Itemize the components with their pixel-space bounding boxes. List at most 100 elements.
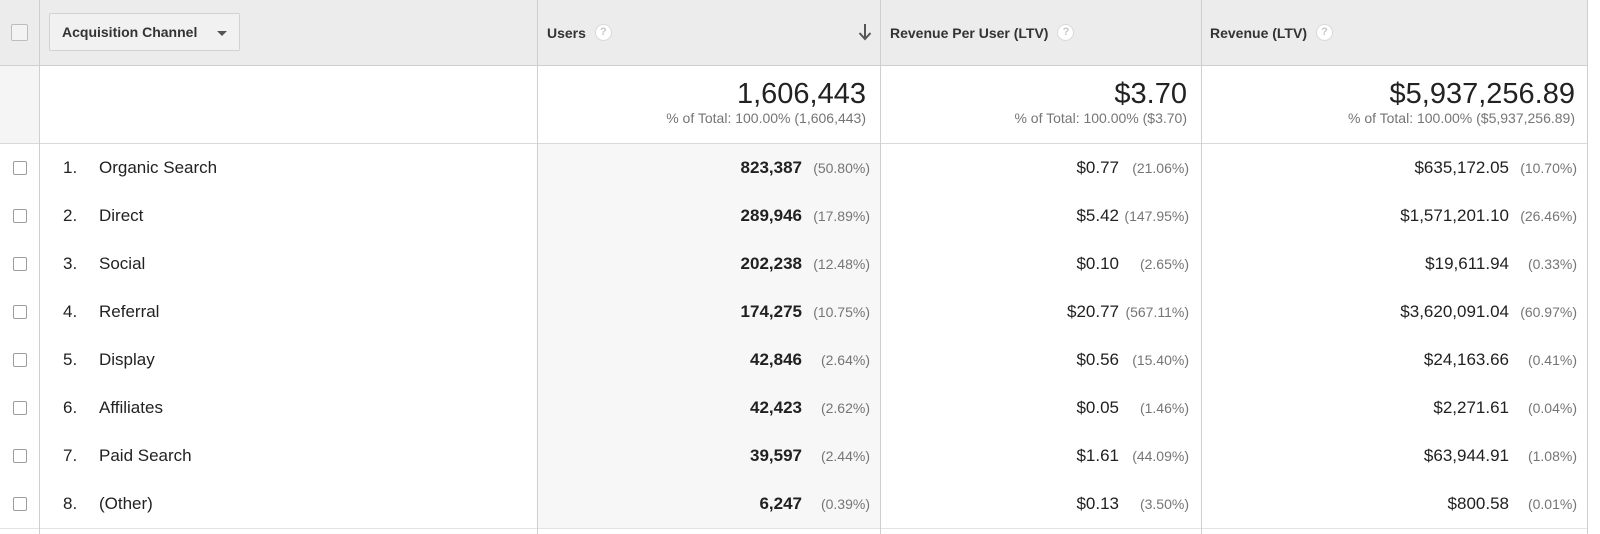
- row-revenue-cell: $1,571,201.10 (26.46%): [1202, 192, 1587, 240]
- table-row: 1. Organic Search 823,387 (50.80%) $0.77…: [0, 144, 1588, 193]
- row-revenue-percent: (60.97%): [1520, 304, 1577, 320]
- column-divider: [1587, 0, 1588, 534]
- sort-descending-icon[interactable]: [858, 23, 872, 41]
- totals-row: 1,606,443 % of Total: 100.00% (1,606,443…: [0, 66, 1588, 144]
- row-users-cell: 174,275 (10.75%): [538, 288, 880, 336]
- row-revenue-cell: $800.58 (0.01%): [1202, 480, 1587, 528]
- row-checkbox[interactable]: [12, 401, 27, 415]
- row-rpu-value: $0.77: [1076, 158, 1119, 177]
- row-users-value: 6,247: [759, 494, 802, 513]
- row-checkbox[interactable]: [12, 161, 27, 175]
- row-revenue-percent: (0.41%): [1527, 352, 1577, 368]
- row-revenue-value: $19,611.94: [1425, 254, 1509, 273]
- row-check-cell: [0, 288, 39, 336]
- row-users-value: 823,387: [740, 158, 802, 177]
- row-revenue-cell: $63,944.91 (1.08%): [1202, 432, 1587, 480]
- help-icon[interactable]: ?: [594, 24, 612, 41]
- row-dimension-cell: 5. Display: [0, 336, 537, 384]
- totals-rpu-subtext: % of Total: 100.00% ($3.70): [1014, 110, 1187, 126]
- row-dimension-cell: 6. Affiliates: [0, 384, 537, 432]
- row-check-cell: [0, 240, 39, 288]
- row-revenue-percent: (10.70%): [1520, 160, 1577, 176]
- row-index: 2.: [63, 206, 78, 225]
- row-revenue-percent: (0.01%): [1527, 496, 1577, 512]
- row-revenue-cell: $19,611.94 (0.33%): [1202, 240, 1587, 288]
- row-dimension-cell: 1. Organic Search: [0, 144, 537, 192]
- table-row: 5. Display 42,846 (2.64%) $0.56 (15.40%)…: [0, 336, 1588, 385]
- row-checkbox[interactable]: [12, 497, 27, 511]
- row-rpu-percent: (1.46%): [1139, 400, 1189, 416]
- row-channel-link[interactable]: Affiliates: [99, 398, 163, 417]
- row-users-cell: 42,846 (2.64%): [538, 336, 880, 384]
- dimension-dropdown[interactable]: Acquisition Channel: [49, 13, 240, 51]
- totals-users-cell: 1,606,443 % of Total: 100.00% (1,606,443…: [538, 66, 880, 143]
- row-rpu-cell: $0.10 (2.65%): [881, 240, 1201, 288]
- row-users-value: 42,423: [750, 398, 802, 417]
- table-row: 7. Paid Search 39,597 (2.44%) $1.61 (44.…: [0, 432, 1588, 481]
- select-all-checkbox[interactable]: [11, 24, 28, 41]
- row-revenue-percent: (0.04%): [1527, 400, 1577, 416]
- help-icon[interactable]: ?: [1315, 24, 1333, 41]
- column-header-label: Revenue Per User (LTV): [890, 24, 1049, 41]
- row-revenue-value: $635,172.05: [1414, 158, 1509, 177]
- row-users-cell: 202,238 (12.48%): [538, 240, 880, 288]
- table-row: 6. Affiliates 42,423 (2.62%) $0.05 (1.46…: [0, 384, 1588, 433]
- row-revenue-value: $2,271.61: [1433, 398, 1509, 417]
- row-revenue-value: $24,163.66: [1423, 350, 1509, 369]
- row-check-cell: [0, 192, 39, 240]
- column-header-revenue[interactable]: Revenue (LTV) ?: [1202, 0, 1587, 65]
- row-rpu-cell: $0.05 (1.46%): [881, 384, 1201, 432]
- row-index: 1.: [63, 158, 78, 177]
- dimension-dropdown-label: Acquisition Channel: [62, 24, 198, 40]
- row-checkbox[interactable]: [12, 353, 27, 367]
- row-channel-link[interactable]: Direct: [99, 206, 144, 225]
- column-header-users[interactable]: Users ?: [538, 0, 880, 65]
- row-channel-link[interactable]: (Other): [99, 494, 153, 513]
- table-header-row: Acquisition Channel Users ? Revenue Per …: [0, 0, 1588, 66]
- column-divider: [537, 0, 538, 534]
- column-divider: [39, 0, 40, 534]
- row-revenue-value: $3,620,091.04: [1400, 302, 1509, 321]
- row-users-percent: (2.64%): [820, 352, 870, 368]
- row-rpu-percent: (2.65%): [1139, 256, 1189, 272]
- row-channel-link[interactable]: Display: [99, 350, 155, 369]
- table-row: 2. Direct 289,946 (17.89%) $5.42 (147.95…: [0, 192, 1588, 241]
- chevron-down-icon: [217, 31, 227, 36]
- row-channel-link[interactable]: Social: [99, 254, 146, 273]
- row-rpu-percent: (21.06%): [1132, 160, 1189, 176]
- row-users-percent: (17.89%): [813, 208, 870, 224]
- row-rpu-value: $0.13: [1076, 494, 1119, 513]
- row-users-cell: 6,247 (0.39%): [538, 480, 880, 528]
- row-users-percent: (0.39%): [820, 496, 870, 512]
- row-checkbox[interactable]: [12, 209, 27, 223]
- row-users-cell: 42,423 (2.62%): [538, 384, 880, 432]
- row-channel-link[interactable]: Organic Search: [99, 158, 218, 177]
- row-revenue-cell: $3,620,091.04 (60.97%): [1202, 288, 1587, 336]
- row-users-percent: (10.75%): [813, 304, 870, 320]
- row-revenue-percent: (26.46%): [1520, 208, 1577, 224]
- row-users-value: 289,946: [740, 206, 802, 225]
- row-checkbox[interactable]: [12, 449, 27, 463]
- row-checkbox[interactable]: [12, 257, 27, 271]
- totals-revenue-subtext: % of Total: 100.00% ($5,937,256.89): [1347, 110, 1575, 126]
- row-rpu-percent: (147.95%): [1124, 208, 1189, 224]
- row-channel-link[interactable]: Paid Search: [99, 446, 192, 465]
- row-channel-link[interactable]: Referral: [99, 302, 160, 321]
- row-rpu-cell: $0.56 (15.40%): [881, 336, 1201, 384]
- row-checkbox[interactable]: [12, 305, 27, 319]
- column-header-revenue-per-user[interactable]: Revenue Per User (LTV) ?: [881, 0, 1201, 65]
- row-index: 7.: [63, 446, 78, 465]
- row-check-cell: [0, 480, 39, 528]
- row-users-value: 39,597: [750, 446, 802, 465]
- row-revenue-value: $800.58: [1447, 494, 1509, 513]
- help-icon[interactable]: ?: [1057, 24, 1075, 41]
- totals-users-subtext: % of Total: 100.00% (1,606,443): [666, 110, 866, 126]
- row-dimension-cell: 4. Referral: [0, 288, 537, 336]
- row-revenue-cell: $2,271.61 (0.04%): [1202, 384, 1587, 432]
- totals-rpu-cell: $3.70 % of Total: 100.00% ($3.70): [881, 66, 1201, 143]
- row-users-cell: 289,946 (17.89%): [538, 192, 880, 240]
- column-divider: [880, 0, 881, 534]
- row-revenue-value: $63,944.91: [1423, 446, 1509, 465]
- column-divider: [1201, 0, 1202, 534]
- totals-revenue-cell: $5,937,256.89 % of Total: 100.00% ($5,93…: [1202, 66, 1587, 143]
